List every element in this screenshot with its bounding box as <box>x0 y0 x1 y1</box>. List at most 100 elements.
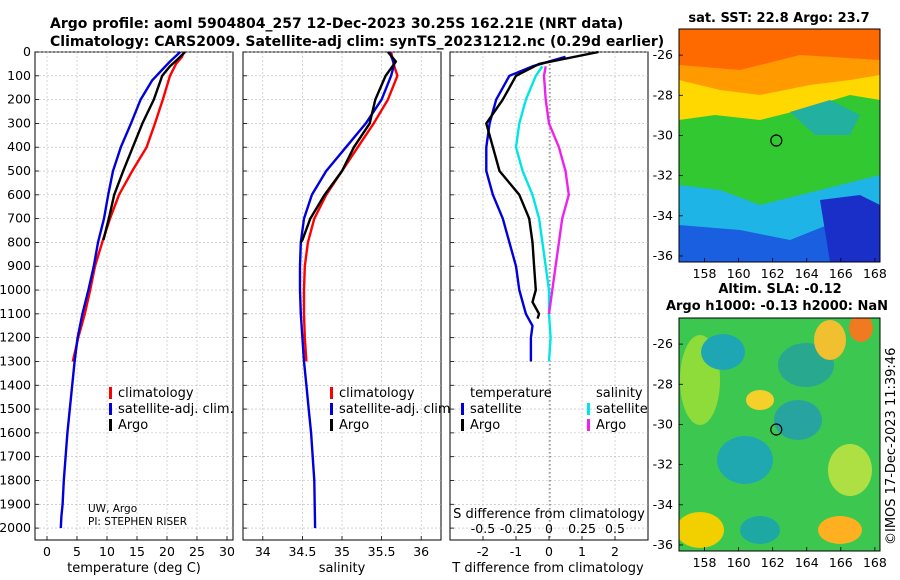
map-tick-label-lat: -28 <box>653 87 673 102</box>
sst-map-title: sat. SST: 22.8 Argo: 23.7 <box>688 11 869 26</box>
sst-map-frame <box>678 28 881 263</box>
salinity-grid <box>243 51 441 540</box>
temperature-series <box>59 51 186 529</box>
sst-teal-patch <box>790 100 860 135</box>
salinity-panel: 34 34.5 35 35.5 36 salinity climatology sate… <box>242 51 455 576</box>
tick-label-depth: 1000 <box>0 282 31 297</box>
map-tick-label-lat: -34 <box>653 497 673 512</box>
sla-map-frame <box>678 317 881 552</box>
legend-label-sal-satellite: satellite <box>596 402 648 417</box>
sla-map-panel: Altim. SLA: -0.12 Argo h1000: -0.13 h200… <box>653 282 888 570</box>
map-tick-label-lat: -28 <box>653 376 673 391</box>
map-tick-label-lon: 164 <box>795 555 819 570</box>
series-line-temperature-satellite <box>485 55 566 362</box>
tick-label-x: 34 <box>255 544 271 559</box>
difference-xlabel-salinity: S difference from climatology <box>453 507 645 522</box>
tick-label-x: 36 <box>413 544 429 559</box>
legend-label-temp-satellite: satellite <box>470 402 522 417</box>
salinity-xlabel: salinity <box>319 561 366 576</box>
legend-label-temp-argo: Argo <box>470 418 500 433</box>
annotation-institution: UW, Argo <box>88 503 137 515</box>
tick-label-depth: 1100 <box>0 306 31 321</box>
salinity-difference-ticks: -0.5 -0.25 0 0.25 0.5 <box>471 521 625 536</box>
temperature-axes-box <box>34 51 234 541</box>
temperature-xlabel: temperature (deg C) <box>67 561 201 576</box>
legend-label-sal-argo: Argo <box>596 418 626 433</box>
tick-label-depth: 800 <box>7 234 31 249</box>
annotation-pi: PI: STEPHEN RISER <box>88 516 187 528</box>
legend-header-salinity: salinity <box>596 386 643 401</box>
difference-grid <box>450 51 648 540</box>
tick-label-depth: 600 <box>7 187 31 202</box>
tick-label-salinity-difference: 0 <box>545 521 553 536</box>
map-tick-label-lon: 158 <box>693 555 717 570</box>
map-tick-label-lon: 162 <box>761 266 785 281</box>
legend-header-temperature: temperature <box>470 386 552 401</box>
difference-legend: temperature salinity satellite Argo sate… <box>461 386 648 433</box>
tick-label-x: 20 <box>159 544 175 559</box>
legend-label-argo: Argo <box>339 418 369 433</box>
series-line-salinity-argo <box>542 66 570 315</box>
sla-orange-patch <box>814 320 846 360</box>
map-tick-label-lat: -26 <box>653 47 673 62</box>
series-line-argo <box>299 51 398 244</box>
sla-map-title-line2: Argo h1000: -0.13 h2000: NaN <box>666 299 888 314</box>
tick-label-depth: 1700 <box>0 449 31 464</box>
temperature-panel: 0100200300400500600700800900100011001200… <box>0 44 235 576</box>
legend-marker-argo <box>109 419 112 431</box>
sst-warm-band <box>679 29 880 70</box>
sla-teal-eddy <box>740 516 780 544</box>
tick-label-x: 2 <box>611 544 619 559</box>
map-tick-label-lon: 162 <box>761 555 785 570</box>
series-line-satellite-adj-clim- <box>298 51 396 529</box>
map-tick-label-lat: -30 <box>653 127 673 142</box>
tick-label-salinity-difference: -0.5 <box>471 521 495 536</box>
figure-title-line2: Climatology: CARS2009. Satellite-adj cli… <box>50 34 664 50</box>
tick-label-x: 15 <box>129 544 145 559</box>
sla-map-ticks: 158 160 162 164 166 168 -26 -28 -30 -32 -34 -36 <box>653 336 887 570</box>
tick-label-depth: 400 <box>7 139 31 154</box>
tick-label-x: 35.5 <box>368 544 396 559</box>
sla-map-title-line1: Altim. SLA: -0.12 <box>718 282 841 297</box>
tick-label-depth: 1600 <box>0 425 31 440</box>
map-tick-label-lon: 168 <box>863 266 887 281</box>
sst-map-ticks: 158 160 162 164 166 168 -26 -28 -30 -32 -34 -36 <box>653 47 887 281</box>
tick-label-depth: 1400 <box>0 377 31 392</box>
tick-label-x: 25 <box>189 544 205 559</box>
tick-label-depth: 700 <box>7 211 31 226</box>
tick-label-depth: 0 <box>23 44 31 59</box>
sla-field <box>679 318 880 551</box>
temperature-grid <box>35 51 233 540</box>
tick-label-x: 10 <box>99 544 115 559</box>
map-tick-label-lat: -32 <box>653 457 673 472</box>
tick-label-x: -2 <box>477 544 489 559</box>
series-line-climatology <box>71 51 185 362</box>
legend-marker-climatology <box>109 387 112 399</box>
sla-yellow-patch <box>746 390 774 410</box>
salinity-legend: climatology satellite-adj. clim. Argo <box>330 386 455 433</box>
sst-map-panel: sat. SST: 22.8 Argo: 23.7 158 160 162 164 16… <box>653 11 887 281</box>
map-tick-label-lat: -26 <box>653 336 673 351</box>
map-tick-label-lat: -36 <box>653 248 673 263</box>
difference-series <box>485 50 599 362</box>
sla-yellowgreen-patch <box>828 444 872 496</box>
difference-ticks: -2 -1 0 1 2 <box>450 51 619 559</box>
map-tick-label-lon: 166 <box>829 266 853 281</box>
tick-label-depth: 1900 <box>0 496 31 511</box>
sla-yellow-patch <box>679 512 724 548</box>
legend-label-satellite: satellite-adj. clim. <box>339 402 455 417</box>
series-line-argo <box>102 51 186 241</box>
tick-label-x: 30 <box>219 544 235 559</box>
copyright-stamp: ©IMOS 17-Dec-2023 11:39:46 <box>884 348 899 545</box>
tick-label-salinity-difference: 0.5 <box>605 521 625 536</box>
tick-label-depth: 1300 <box>0 353 31 368</box>
tick-label-x: 5 <box>73 544 81 559</box>
tick-label-x: -1 <box>510 544 522 559</box>
tick-label-x: 0 <box>545 544 553 559</box>
difference-panel: -2 -1 0 1 2 T difference from climatology S … <box>449 50 649 576</box>
difference-xlabel-temperature: T difference from climatology <box>451 561 644 576</box>
tick-label-depth: 1800 <box>0 472 31 487</box>
map-tick-label-lon: 164 <box>795 266 819 281</box>
legend-marker-climatology <box>330 387 333 399</box>
temperature-legend: climatology satellite-adj. clim. Argo <box>109 386 234 433</box>
